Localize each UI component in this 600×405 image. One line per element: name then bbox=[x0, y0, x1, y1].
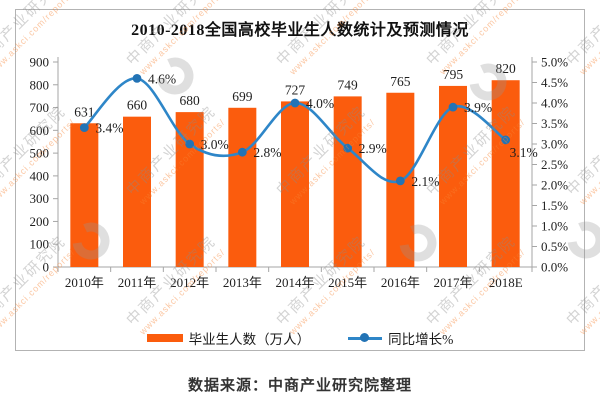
line-marker-dot-icon bbox=[360, 333, 370, 342]
legend-label-graduates: 毕业生人数（万人） bbox=[188, 332, 311, 347]
data-source-caption: 数据来源：中商产业研究院整理 bbox=[187, 378, 412, 394]
line-series-swatch bbox=[348, 333, 383, 342]
legend-item-growth: 同比增长% bbox=[348, 328, 453, 348]
legend: 毕业生人数（万人） 同比增长% bbox=[16, 328, 584, 348]
legend-item-graduates: 毕业生人数（万人） bbox=[146, 328, 311, 348]
legend-label-growth: 同比增长% bbox=[388, 332, 454, 347]
chart-title: 2010-2018全国高校毕业生人数统计及预测情况 bbox=[131, 22, 469, 39]
bar-series-swatch bbox=[146, 334, 183, 342]
chart-frame: 2010-2018全国高校毕业生人数统计及预测情况 毕业生人数（万人） 同比增长… bbox=[15, 9, 585, 351]
